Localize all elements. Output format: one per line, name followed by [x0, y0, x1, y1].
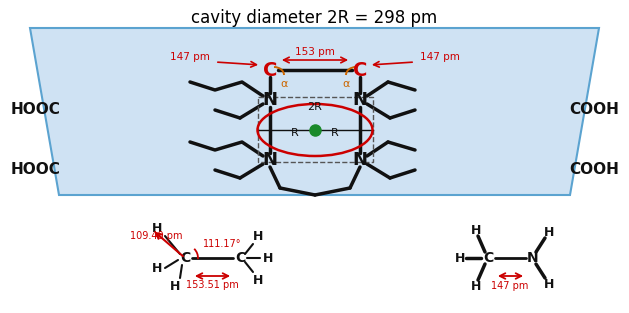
Text: H: H	[455, 252, 465, 264]
Text: H: H	[544, 278, 554, 290]
Text: C: C	[235, 251, 245, 265]
Text: H: H	[471, 280, 481, 293]
Text: HOOC: HOOC	[10, 102, 60, 117]
Text: N: N	[352, 91, 367, 109]
Text: H: H	[263, 252, 273, 264]
Text: 2R: 2R	[308, 102, 323, 112]
Text: N: N	[352, 151, 367, 169]
Text: 109.40 pm: 109.40 pm	[130, 231, 182, 241]
Text: H: H	[152, 261, 162, 275]
Text: N: N	[262, 91, 277, 109]
Text: 147 pm: 147 pm	[420, 52, 460, 62]
Text: cavity diameter 2R = 298 pm: cavity diameter 2R = 298 pm	[191, 9, 437, 27]
Text: C: C	[353, 60, 367, 80]
Text: α: α	[342, 79, 350, 89]
Text: H: H	[253, 274, 263, 286]
Text: H: H	[170, 280, 180, 293]
Text: 153.51 pm: 153.51 pm	[186, 280, 238, 290]
Text: C: C	[180, 251, 190, 265]
Text: α: α	[281, 79, 287, 89]
Text: C: C	[483, 251, 493, 265]
Text: N: N	[527, 251, 539, 265]
Text: R: R	[331, 128, 339, 138]
Text: R: R	[291, 128, 299, 138]
Text: 111.17°: 111.17°	[203, 239, 242, 249]
Text: 153 pm: 153 pm	[295, 47, 335, 57]
Text: H: H	[471, 223, 481, 237]
Text: COOH: COOH	[569, 102, 619, 117]
Text: H: H	[152, 222, 162, 234]
Text: COOH: COOH	[569, 162, 619, 177]
Polygon shape	[30, 28, 599, 195]
Text: 147 pm: 147 pm	[491, 281, 529, 291]
Bar	[258, 97, 373, 162]
Bar	[80, 50, 550, 190]
Text: H: H	[544, 225, 554, 239]
Text: C: C	[263, 60, 277, 80]
Text: H: H	[253, 229, 263, 243]
Text: N: N	[262, 151, 277, 169]
Text: HOOC: HOOC	[10, 162, 60, 177]
Text: 147 pm: 147 pm	[170, 52, 210, 62]
